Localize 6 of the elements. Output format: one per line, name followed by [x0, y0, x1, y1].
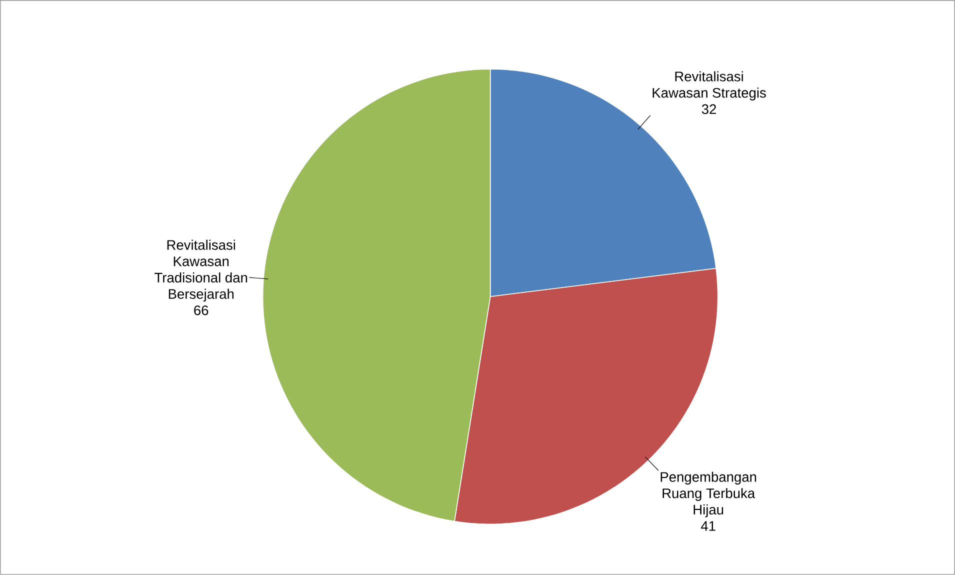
- slice-label: Pengembangan Ruang Terbuka Hijau: [660, 472, 756, 518]
- data-label: 41: [700, 521, 716, 531]
- data-label: 32: [702, 104, 716, 114]
- data-label: 66: [194, 306, 208, 316]
- slice-label: Revitalisasi Kawasan Tradisional dan Bersejarah: [154, 240, 248, 302]
- slice-label: Revitalisasi Kawasan Strategis: [652, 71, 766, 101]
